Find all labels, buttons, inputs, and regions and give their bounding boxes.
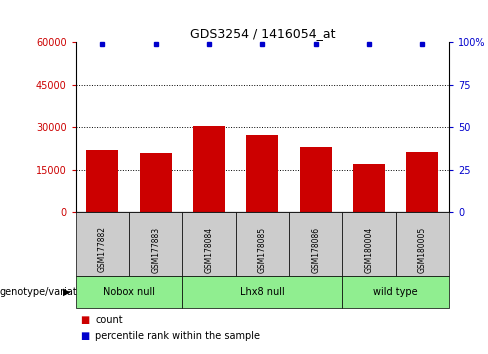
- Text: GSM178084: GSM178084: [204, 227, 213, 273]
- Text: GSM178086: GSM178086: [311, 227, 320, 273]
- Text: percentile rank within the sample: percentile rank within the sample: [95, 331, 260, 341]
- Text: GSM180004: GSM180004: [365, 227, 373, 273]
- Bar: [140, 153, 172, 212]
- Text: Nobox null: Nobox null: [103, 287, 155, 297]
- Text: GSM177883: GSM177883: [151, 227, 160, 273]
- Bar: [246, 135, 278, 212]
- Text: count: count: [95, 315, 123, 325]
- Text: ■: ■: [81, 331, 90, 341]
- Text: genotype/variation: genotype/variation: [0, 287, 93, 297]
- Bar: [193, 126, 225, 212]
- Text: ■: ■: [81, 315, 90, 325]
- Bar: [353, 164, 385, 212]
- Title: GDS3254 / 1416054_at: GDS3254 / 1416054_at: [189, 27, 335, 40]
- Bar: [86, 150, 118, 212]
- Text: Lhx8 null: Lhx8 null: [240, 287, 285, 297]
- Text: GSM180005: GSM180005: [418, 227, 427, 273]
- Text: wild type: wild type: [373, 287, 418, 297]
- Text: GSM177882: GSM177882: [98, 227, 107, 273]
- Text: GSM178085: GSM178085: [258, 227, 267, 273]
- Bar: [300, 147, 332, 212]
- Text: ▶: ▶: [63, 287, 71, 297]
- Bar: [407, 152, 438, 212]
